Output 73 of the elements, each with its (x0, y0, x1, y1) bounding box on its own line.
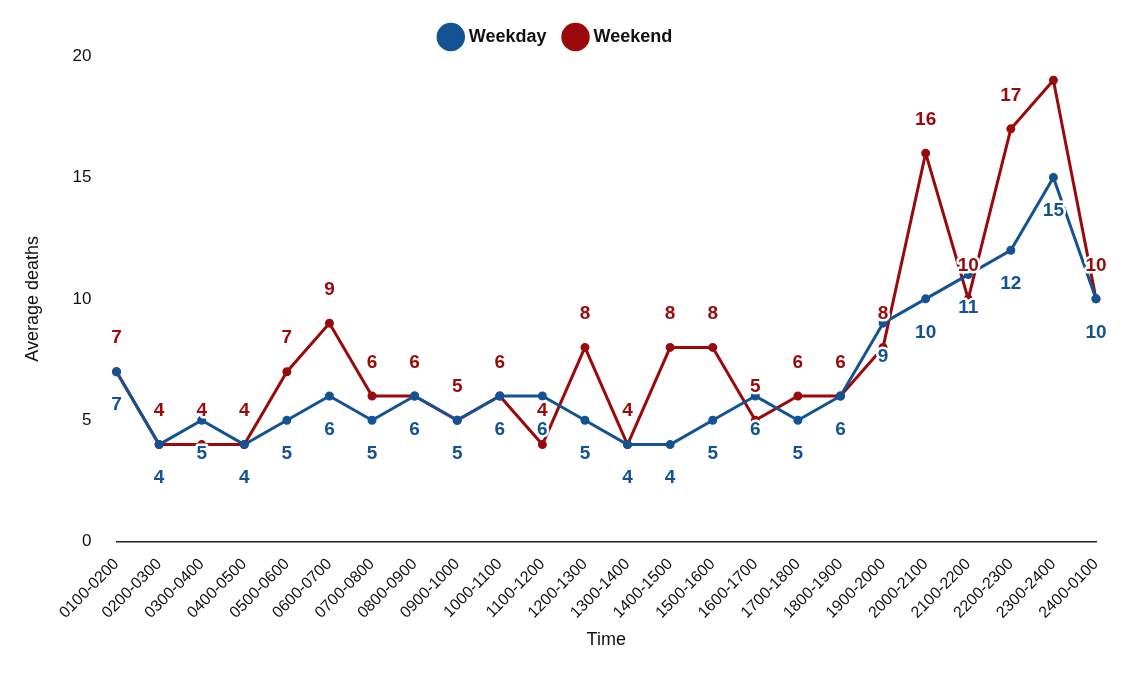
data-label: 6 (409, 417, 420, 439)
point (537, 440, 547, 450)
point (1006, 124, 1016, 134)
point (665, 342, 675, 352)
y-tick-label: 10 (72, 288, 92, 308)
data-label: 7 (111, 326, 122, 348)
data-label: 8 (877, 302, 889, 324)
data-label: 5 (750, 375, 762, 397)
legend-label: Weekend (593, 25, 673, 46)
point (1048, 172, 1058, 182)
data-label: 4 (238, 466, 250, 488)
point (324, 391, 334, 401)
data-label: 15 (1042, 199, 1065, 221)
point (708, 342, 718, 352)
point (324, 318, 334, 328)
data-label: 4 (153, 466, 165, 488)
y-tick-label: 0 (82, 531, 92, 551)
y-tick-label: 5 (82, 409, 92, 429)
data-label: 5 (579, 442, 591, 464)
data-label: 6 (792, 350, 804, 372)
data-label: 5 (451, 375, 463, 397)
point (1006, 245, 1016, 255)
data-label: 4 (622, 466, 634, 488)
data-label: 6 (324, 417, 335, 439)
point (921, 294, 931, 304)
data-label: 6 (835, 417, 846, 439)
data-label: 5 (451, 442, 463, 464)
data-label: 12 (1000, 272, 1022, 294)
data-label: 4 (153, 399, 165, 421)
point (665, 440, 675, 450)
point (1048, 75, 1058, 85)
data-label: 4 (664, 466, 676, 488)
point (708, 415, 718, 425)
data-label: 6 (366, 350, 378, 372)
point (367, 391, 377, 401)
data-label: 4 (622, 399, 634, 421)
data-label: 6 (494, 417, 506, 439)
y-axis-title: Average deaths (21, 235, 42, 362)
data-label: 11 (958, 296, 979, 318)
point (580, 415, 590, 425)
data-label: 7 (111, 393, 122, 415)
data-label: 4 (238, 399, 250, 421)
point (282, 415, 292, 425)
point (537, 391, 547, 401)
y-tick-label: 20 (72, 45, 92, 65)
data-label: 10 (1085, 320, 1107, 342)
point (793, 415, 803, 425)
data-label: 8 (707, 302, 719, 324)
data-label: 16 (915, 107, 937, 129)
data-label: 4 (196, 399, 208, 421)
legend-label: Weekday (468, 25, 547, 46)
y-tick-label: 15 (72, 167, 92, 187)
data-label: 5 (707, 442, 719, 464)
data-label: 5 (792, 442, 804, 464)
data-label: 5 (281, 442, 293, 464)
data-label: 6 (494, 350, 506, 372)
data-label: 10 (915, 320, 937, 342)
point (580, 342, 590, 352)
data-label: 6 (409, 350, 420, 372)
data-label: 8 (579, 302, 591, 324)
x-axis-title: Time (586, 629, 626, 650)
point (793, 391, 803, 401)
data-label: 5 (196, 442, 208, 464)
data-label: 5 (366, 442, 378, 464)
data-label: 17 (1000, 83, 1022, 105)
point (921, 148, 931, 158)
data-label: 7 (281, 326, 293, 348)
point (367, 415, 377, 425)
data-label: 9 (324, 277, 335, 299)
data-label: 6 (835, 350, 846, 372)
data-label: 8 (664, 302, 676, 324)
data-label: 6 (750, 417, 761, 439)
point (282, 367, 292, 377)
